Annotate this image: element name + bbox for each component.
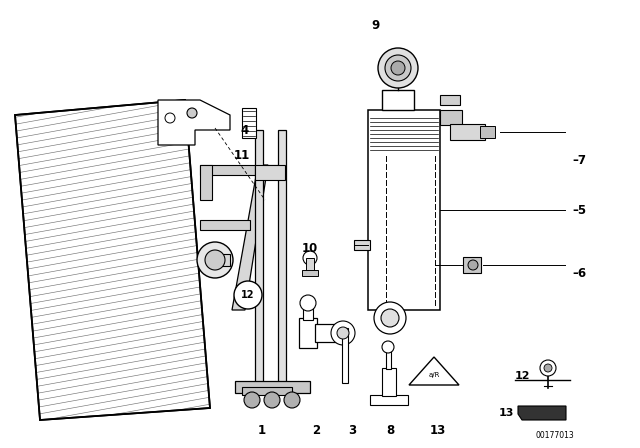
- Text: a/R: a/R: [428, 372, 440, 378]
- Polygon shape: [158, 100, 230, 145]
- Circle shape: [331, 321, 355, 345]
- Circle shape: [385, 55, 411, 81]
- Text: 1: 1: [258, 423, 266, 436]
- Circle shape: [468, 260, 478, 270]
- Text: 10: 10: [302, 241, 318, 254]
- Circle shape: [381, 309, 399, 327]
- Bar: [242, 108, 256, 138]
- Text: 2: 2: [312, 423, 320, 436]
- Circle shape: [244, 392, 260, 408]
- Bar: [480, 126, 495, 138]
- Text: 11: 11: [234, 148, 250, 161]
- Polygon shape: [232, 165, 268, 310]
- Text: –6: –6: [572, 267, 586, 280]
- Polygon shape: [15, 100, 210, 420]
- Text: 12: 12: [241, 290, 255, 300]
- Bar: [215, 254, 230, 266]
- Bar: [440, 95, 460, 105]
- Circle shape: [205, 250, 225, 270]
- Circle shape: [165, 113, 175, 123]
- Circle shape: [337, 327, 349, 339]
- Circle shape: [544, 364, 552, 372]
- Bar: [463, 257, 481, 273]
- Bar: [255, 130, 263, 390]
- Bar: [440, 110, 462, 125]
- Bar: [299, 318, 317, 348]
- Polygon shape: [409, 357, 459, 385]
- Circle shape: [182, 103, 202, 123]
- Bar: [235, 381, 310, 393]
- Bar: [200, 165, 280, 175]
- Bar: [368, 110, 440, 310]
- Text: 00177013: 00177013: [536, 431, 574, 439]
- Circle shape: [187, 108, 197, 118]
- Text: 13: 13: [499, 408, 514, 418]
- Bar: [200, 165, 212, 200]
- Circle shape: [303, 251, 317, 265]
- Bar: [382, 368, 396, 396]
- Bar: [255, 165, 285, 180]
- Polygon shape: [518, 406, 566, 420]
- Bar: [302, 270, 318, 276]
- Bar: [354, 240, 370, 250]
- Circle shape: [300, 295, 316, 311]
- Bar: [306, 258, 314, 272]
- Circle shape: [374, 302, 406, 334]
- Circle shape: [540, 360, 556, 376]
- Bar: [450, 124, 485, 140]
- Text: 3: 3: [348, 423, 356, 436]
- Circle shape: [197, 242, 233, 278]
- Circle shape: [264, 392, 280, 408]
- Bar: [242, 387, 292, 395]
- Text: –5: –5: [572, 203, 586, 216]
- Text: 13: 13: [430, 423, 446, 436]
- Circle shape: [391, 61, 405, 75]
- Text: 9: 9: [371, 18, 379, 31]
- Circle shape: [234, 281, 262, 309]
- Bar: [370, 395, 408, 405]
- Text: 8: 8: [386, 423, 394, 436]
- Circle shape: [382, 341, 394, 353]
- Circle shape: [378, 48, 418, 88]
- Circle shape: [284, 392, 300, 408]
- Bar: [315, 324, 343, 342]
- Bar: [342, 328, 348, 383]
- Bar: [278, 130, 286, 390]
- Text: –7: –7: [572, 154, 586, 167]
- Text: 12: 12: [515, 371, 530, 381]
- Bar: [200, 220, 250, 230]
- Text: 4: 4: [241, 124, 249, 137]
- Bar: [303, 305, 313, 320]
- Bar: [382, 90, 414, 110]
- Bar: [386, 349, 391, 369]
